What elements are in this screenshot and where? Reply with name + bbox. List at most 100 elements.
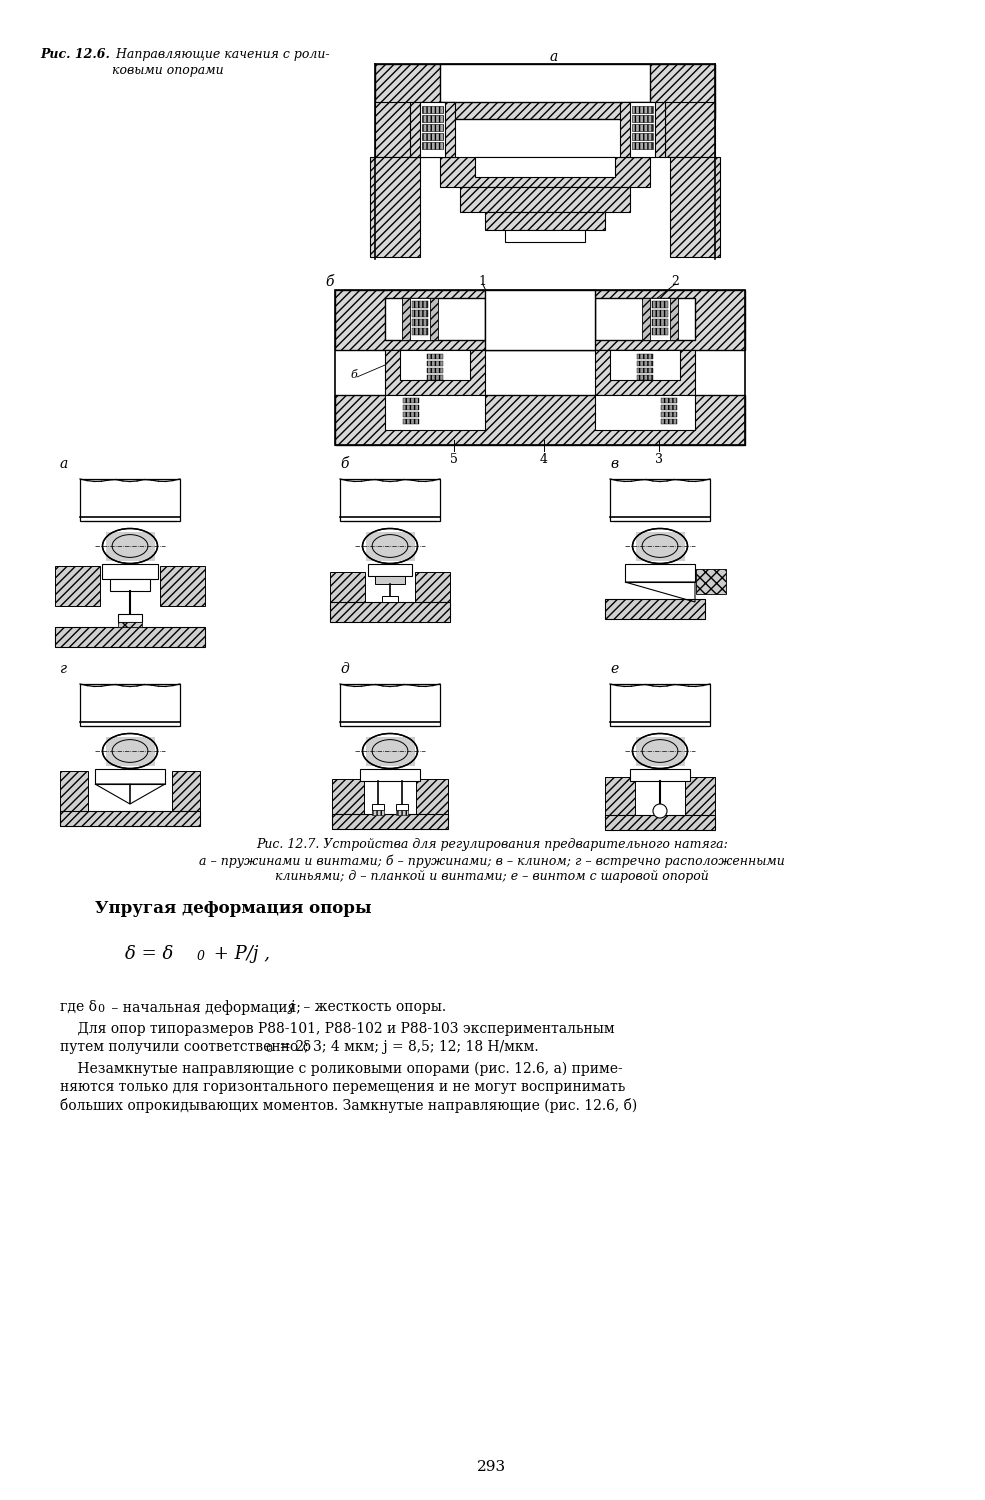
Bar xyxy=(416,778,448,814)
Bar xyxy=(422,106,443,112)
Bar xyxy=(595,394,695,430)
Bar xyxy=(637,354,653,358)
Bar xyxy=(630,770,690,782)
Bar xyxy=(415,572,450,602)
Bar xyxy=(427,375,443,380)
Text: 293: 293 xyxy=(478,1460,506,1474)
Bar xyxy=(340,478,440,520)
Bar xyxy=(422,116,443,122)
Text: г: г xyxy=(60,662,67,676)
Bar xyxy=(637,368,653,374)
Text: б: б xyxy=(325,274,334,290)
Bar xyxy=(403,413,419,417)
Bar xyxy=(400,350,470,380)
Bar xyxy=(385,298,485,340)
Bar xyxy=(396,810,408,814)
Text: 5: 5 xyxy=(450,453,458,466)
Text: 0: 0 xyxy=(197,950,205,963)
Bar xyxy=(642,298,678,340)
Text: 3: 3 xyxy=(655,453,663,466)
Text: где δ: где δ xyxy=(60,1000,97,1014)
Text: Незамкнутые направляющие с роликовыми опорами (рис. 12.6, а) приме-: Незамкнутые направляющие с роликовыми оп… xyxy=(60,1062,623,1077)
Bar xyxy=(460,188,630,211)
Bar xyxy=(366,736,415,766)
Bar xyxy=(80,478,180,520)
Text: ковыми опорами: ковыми опорами xyxy=(112,64,224,76)
Bar xyxy=(55,627,205,646)
Text: 4: 4 xyxy=(540,453,548,466)
Bar xyxy=(402,298,438,340)
Bar xyxy=(427,368,443,374)
Text: е: е xyxy=(610,662,619,676)
Bar xyxy=(636,532,685,561)
Bar xyxy=(440,64,650,102)
Bar xyxy=(652,320,668,326)
Bar xyxy=(595,298,695,340)
Bar xyxy=(375,102,425,158)
Bar xyxy=(372,804,384,810)
Bar xyxy=(330,572,365,602)
Bar xyxy=(485,211,605,230)
Text: в: в xyxy=(610,458,619,471)
Bar xyxy=(610,350,680,380)
Bar xyxy=(340,684,440,726)
Bar xyxy=(102,564,158,579)
Bar xyxy=(422,142,443,148)
Bar xyxy=(106,736,155,766)
Bar xyxy=(412,320,428,326)
Bar xyxy=(632,106,653,112)
Bar xyxy=(335,290,745,350)
Bar xyxy=(637,362,653,366)
Text: б: б xyxy=(350,370,357,380)
Text: а – пружинами и винтами; б – пружинами; в – клином; г – встречно расположенными: а – пружинами и винтами; б – пружинами; … xyxy=(199,853,785,867)
Bar xyxy=(650,298,670,340)
Bar xyxy=(368,564,412,576)
Bar xyxy=(375,576,405,584)
Bar xyxy=(605,815,715,830)
Text: Рис. 12.7. Устройства для регулирования предварительного натяга:: Рис. 12.7. Устройства для регулирования … xyxy=(256,839,728,850)
Text: а: а xyxy=(550,50,558,64)
Bar xyxy=(485,290,595,350)
Bar xyxy=(360,770,420,782)
Bar xyxy=(427,362,443,366)
Bar xyxy=(332,778,364,814)
Bar xyxy=(632,116,653,122)
Bar xyxy=(396,804,408,810)
Bar xyxy=(412,328,428,334)
Bar xyxy=(60,812,200,826)
Bar xyxy=(366,532,415,561)
Bar xyxy=(335,394,745,445)
Bar xyxy=(330,602,450,622)
Bar xyxy=(422,134,443,140)
Bar xyxy=(652,310,668,316)
Bar xyxy=(403,419,419,424)
Bar xyxy=(382,596,398,602)
Bar xyxy=(410,298,430,340)
Bar xyxy=(636,736,685,766)
Bar xyxy=(420,102,445,158)
Bar xyxy=(55,566,100,606)
Bar xyxy=(632,142,653,148)
Bar xyxy=(403,405,419,410)
Bar xyxy=(60,771,88,812)
Ellipse shape xyxy=(653,804,667,818)
Bar xyxy=(422,124,443,130)
Bar xyxy=(80,684,180,726)
Bar xyxy=(632,134,653,140)
Bar xyxy=(412,310,428,316)
Bar xyxy=(370,158,420,256)
Text: – начальная деформация;: – начальная деформация; xyxy=(107,1000,309,1016)
Text: + P/j ,: + P/j , xyxy=(208,945,270,963)
Bar xyxy=(410,102,455,158)
Text: Для опор типоразмеров Р88-101, Р88-102 и Р88-103 экспериментальным: Для опор типоразмеров Р88-101, Р88-102 и… xyxy=(60,1022,615,1036)
Bar xyxy=(595,350,695,394)
Bar xyxy=(605,777,635,814)
Bar xyxy=(505,230,585,242)
Bar xyxy=(106,532,155,561)
Bar xyxy=(372,810,384,814)
Bar xyxy=(670,158,720,256)
Bar xyxy=(652,302,668,307)
Bar xyxy=(95,770,165,784)
Text: б: б xyxy=(340,458,349,471)
Text: д: д xyxy=(340,662,349,676)
